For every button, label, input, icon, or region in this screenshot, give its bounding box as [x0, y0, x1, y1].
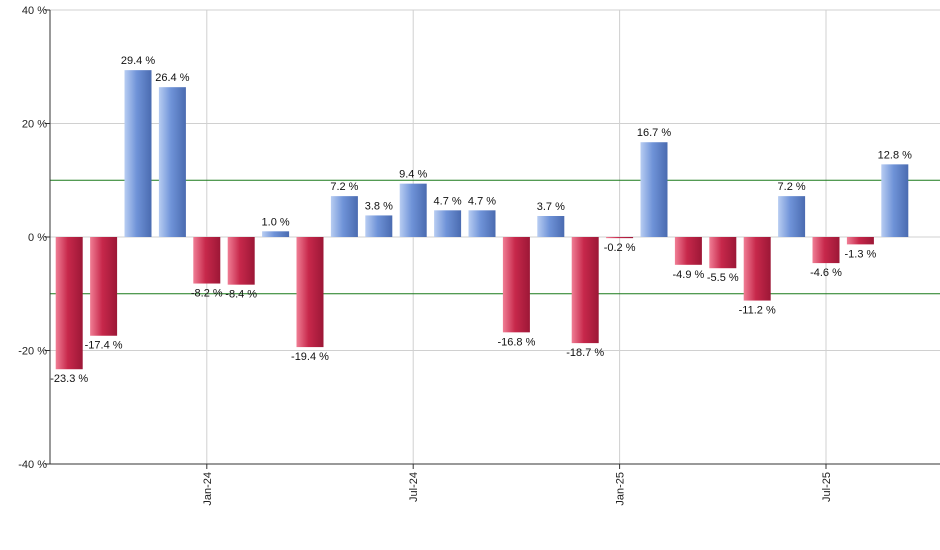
bar-data-label: 3.7 %: [537, 201, 565, 213]
bar: [262, 231, 290, 237]
bar-data-label: -0.2 %: [604, 242, 636, 254]
bar: [846, 237, 874, 245]
bar-data-label: -4.6 %: [810, 267, 842, 279]
x-tick-label: Jan-25: [615, 472, 627, 506]
bar: [193, 237, 221, 284]
bar: [571, 237, 599, 344]
bar: [227, 237, 255, 285]
bar-data-label: 9.4 %: [399, 169, 427, 181]
bar-data-label: 3.8 %: [365, 200, 393, 212]
bar: [502, 237, 530, 333]
bar: [674, 237, 702, 265]
y-tick-label: 0 %: [28, 232, 47, 244]
bar: [158, 87, 186, 238]
bar-data-label: -4.9 %: [673, 269, 705, 281]
bar-data-label: -1.3 %: [845, 248, 877, 260]
bar-data-label: 12.8 %: [878, 149, 912, 161]
bar: [330, 196, 358, 237]
bar-data-label: -5.5 %: [707, 272, 739, 284]
bar-data-label: -18.7 %: [566, 347, 604, 359]
bar-data-label: -16.8 %: [497, 336, 535, 348]
y-tick-label: 20 %: [22, 119, 47, 131]
bar: [55, 237, 83, 370]
bar: [365, 215, 393, 237]
y-tick-label: 40 %: [22, 5, 47, 17]
bar-data-label: 7.2 %: [778, 181, 806, 193]
bar: [606, 237, 634, 239]
bar-data-label: 16.7 %: [637, 127, 671, 139]
y-tick-label: -40 %: [18, 459, 47, 471]
bar: [90, 237, 118, 336]
bar: [709, 237, 737, 269]
bar: [537, 216, 565, 237]
bar: [399, 183, 427, 237]
bar-data-label: 1.0 %: [262, 216, 290, 228]
x-tick-label: Jul-24: [408, 472, 420, 502]
bar-data-label: -8.2 %: [191, 288, 223, 300]
data-labels: -23.3 % -17.4 % 29.4 %26.4 % -8.2 % -8.4 % 1.…: [50, 55, 912, 385]
bar-data-label: 4.7 %: [434, 195, 462, 207]
bar: [743, 237, 771, 301]
bar: [124, 70, 152, 237]
bar: [640, 142, 668, 237]
bar: [778, 196, 806, 237]
bar: [881, 164, 909, 237]
y-tick-label: -20 %: [18, 346, 47, 358]
reference-lines: [50, 179, 940, 295]
x-tick-label: Jan-24: [202, 472, 214, 506]
bar-data-label: 4.7 %: [468, 195, 496, 207]
bar-data-label: -23.3 %: [50, 373, 88, 385]
bar-data-label: -8.4 %: [225, 289, 257, 301]
bars: [55, 70, 909, 370]
bar-data-label: 26.4 %: [155, 72, 189, 84]
bar: [296, 237, 324, 348]
bar: [812, 237, 840, 264]
bar-data-label: -17.4 %: [85, 340, 123, 352]
bar: [434, 210, 462, 237]
bar-data-label: 7.2 %: [330, 181, 358, 193]
bar-data-label: -19.4 %: [291, 351, 329, 363]
axes: -40 % -20 % 0 % 20 % 40 % Jan-24 Jul-24 Jan-25 J…: [18, 5, 940, 506]
bar-data-label: -11.2 %: [739, 305, 776, 317]
x-tick-label: Jul-25: [821, 472, 833, 502]
bar-data-label: 29.4 %: [121, 55, 155, 67]
bar: [468, 210, 496, 237]
